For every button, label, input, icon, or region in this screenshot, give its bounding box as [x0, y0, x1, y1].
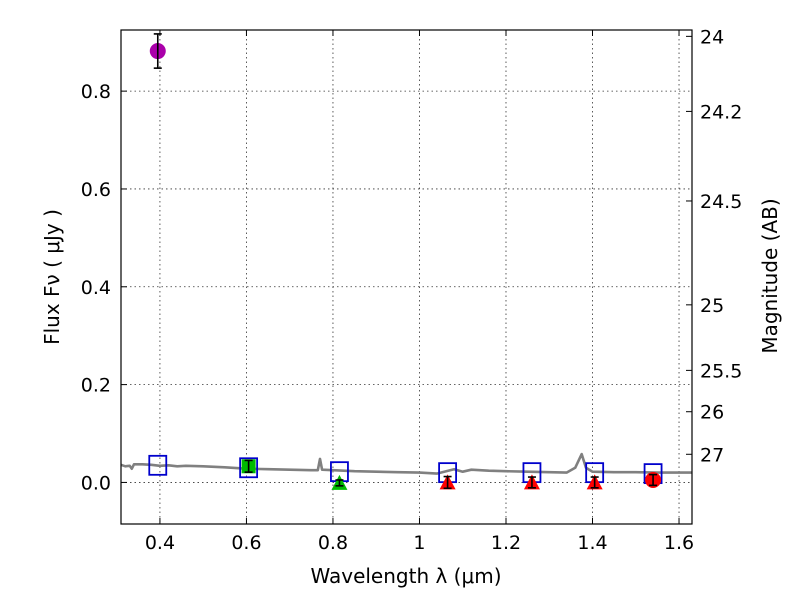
mag-tick-label: 25.5 [700, 360, 742, 382]
y-tick-label: 0.2 [81, 375, 111, 397]
x-axis-label: Wavelength λ (μm) [310, 564, 501, 588]
mag-tick-label: 27 [700, 444, 724, 466]
mag-tick-label: 25 [700, 295, 724, 317]
model-photometry-square [239, 457, 259, 479]
x-tick-label: 0.4 [145, 532, 175, 554]
tick-labels: 0.4 0.6 0.8 1 1.2 1.4 1.6 0.0 0.2 0.4 0.6 0.8 24 24.2… [81, 26, 743, 554]
x-tick-label: 1.4 [577, 532, 607, 554]
mag-tick-label: 24.5 [700, 191, 742, 213]
y-axis-right-label: Magnitude (AB) [758, 198, 782, 353]
y-axis-label: Flux Fν ( μJy ) [40, 209, 64, 345]
grid [121, 30, 692, 524]
y-tick-label: 0.4 [81, 277, 111, 299]
mag-tick-label: 26 [700, 402, 724, 424]
x-tick-label: 1.2 [491, 532, 521, 554]
mag-tick-label: 24 [700, 26, 724, 48]
series-layer [120, 33, 692, 490]
model-sed-line [120, 452, 692, 475]
y-tick-label: 0.8 [81, 81, 111, 103]
x-tick-label: 1.6 [664, 532, 694, 554]
y-tick-label: 0.0 [81, 472, 111, 494]
mag-tick-label: 24.2 [700, 101, 742, 123]
x-tick-label: 1 [413, 532, 425, 554]
x-tick-label: 0.6 [231, 532, 261, 554]
y-tick-label: 0.6 [81, 179, 111, 201]
ticks [121, 30, 692, 524]
model-photometry-square [148, 454, 168, 476]
plot-frame [120, 29, 693, 525]
x-tick-label: 0.8 [318, 532, 348, 554]
